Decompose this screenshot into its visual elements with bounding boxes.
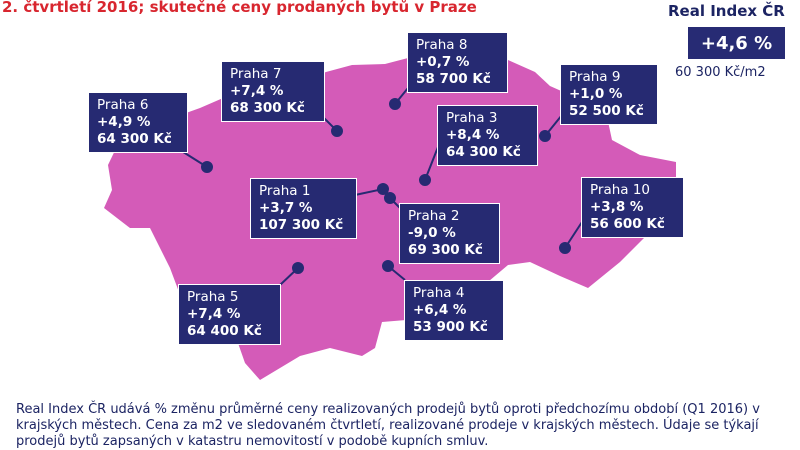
district-label-praha-2: Praha 2 -9,0 % 69 300 Kč	[399, 203, 500, 264]
district-label-praha-9: Praha 9 +1,0 % 52 500 Kč	[560, 64, 658, 125]
marker-praha-8	[389, 98, 401, 110]
map-title: 2. čtvrtletí 2016; skutečné ceny prodaný…	[2, 0, 477, 16]
marker-praha-1	[377, 183, 389, 195]
district-name: Praha 9	[569, 69, 621, 85]
district-name: Praha 4	[413, 285, 465, 301]
district-change: +3,7 %	[259, 200, 313, 216]
district-change: +1,0 %	[569, 86, 623, 102]
marker-praha-6	[201, 161, 213, 173]
district-name: Praha 7	[230, 66, 282, 82]
real-index-price: 60 300 Kč/m2	[675, 65, 766, 80]
district-name: Praha 6	[97, 97, 149, 113]
district-label-praha-7: Praha 7 +7,4 % 68 300 Kč	[221, 61, 325, 122]
district-name: Praha 10	[590, 182, 651, 198]
district-change: +6,4 %	[413, 302, 467, 318]
marker-praha-7	[331, 125, 343, 137]
district-price: 64 300 Kč	[446, 144, 521, 160]
district-price: 53 900 Kč	[413, 319, 488, 335]
district-change: -9,0 %	[408, 225, 456, 241]
district-change: +0,7 %	[416, 54, 470, 70]
district-price: 64 400 Kč	[187, 323, 262, 339]
district-change: +4,9 %	[97, 114, 151, 130]
marker-praha-5	[292, 262, 304, 274]
district-name: Praha 3	[446, 110, 498, 126]
district-price: 58 700 Kč	[416, 71, 491, 87]
district-label-praha-5: Praha 5 +7,4 % 64 400 Kč	[178, 284, 281, 345]
district-label-praha-4: Praha 4 +6,4 % 53 900 Kč	[404, 280, 504, 341]
district-price: 52 500 Kč	[569, 103, 644, 119]
district-price: 64 300 Kč	[97, 131, 172, 147]
district-label-praha-8: Praha 8 +0,7 % 58 700 Kč	[407, 32, 508, 93]
district-name: Praha 8	[416, 37, 468, 53]
district-label-praha-1: Praha 1 +3,7 % 107 300 Kč	[250, 178, 357, 239]
real-index-change-badge: +4,6 %	[688, 27, 785, 59]
district-price: 107 300 Kč	[259, 217, 344, 233]
real-index-label: Real Index ČR	[668, 2, 785, 20]
district-change: +7,4 %	[187, 306, 241, 322]
district-change: +7,4 %	[230, 83, 284, 99]
district-name: Praha 2	[408, 208, 460, 224]
district-label-praha-3: Praha 3 +8,4 % 64 300 Kč	[437, 105, 538, 166]
marker-praha-4	[382, 260, 394, 272]
district-label-praha-6: Praha 6 +4,9 % 64 300 Kč	[88, 92, 188, 153]
district-price: 68 300 Kč	[230, 100, 305, 116]
district-change: +3,8 %	[590, 199, 644, 215]
district-price: 56 600 Kč	[590, 216, 665, 232]
footnote: Real Index ČR udává % změnu průměrné cen…	[16, 402, 760, 449]
marker-praha-9	[539, 130, 551, 142]
district-label-praha-10: Praha 10 +3,8 % 56 600 Kč	[581, 177, 684, 238]
marker-praha-3	[419, 174, 431, 186]
district-name: Praha 1	[259, 183, 311, 199]
district-change: +8,4 %	[446, 127, 500, 143]
marker-praha-10	[559, 242, 571, 254]
marker-praha-2	[384, 192, 396, 204]
district-name: Praha 5	[187, 289, 239, 305]
district-price: 69 300 Kč	[408, 242, 483, 258]
